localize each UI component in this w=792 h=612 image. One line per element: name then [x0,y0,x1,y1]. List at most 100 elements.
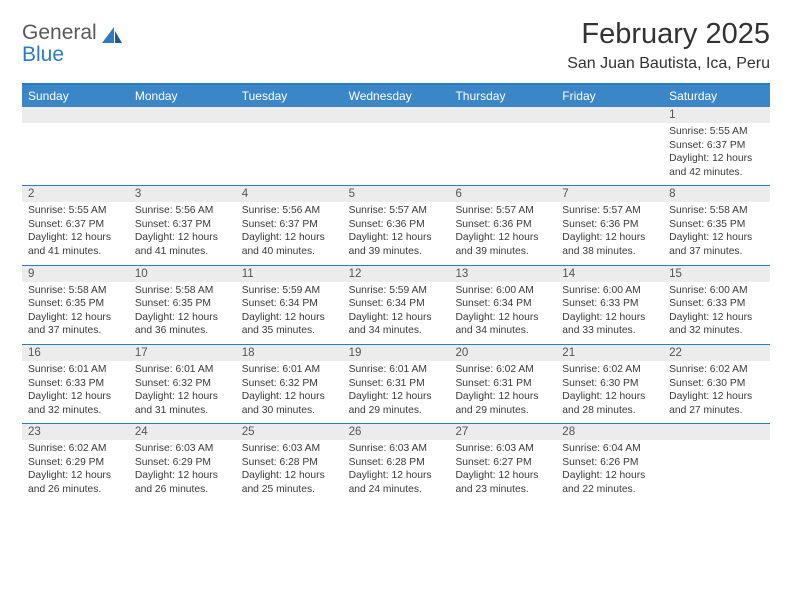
day-detail-line: and 24 minutes. [349,483,444,497]
day-detail-line: Sunrise: 6:01 AM [242,363,337,377]
day-detail-line: and 29 minutes. [349,404,444,418]
day-number [343,107,450,123]
day-detail-line: Sunrise: 5:55 AM [28,204,123,218]
day-body: Sunrise: 5:56 AMSunset: 6:37 PMDaylight:… [129,202,236,264]
day-detail-line: Daylight: 12 hours [349,390,444,404]
day-body [449,123,556,185]
day-detail-line: Daylight: 12 hours [242,390,337,404]
day-detail-line: and 28 minutes. [562,404,657,418]
day-number-row: 2345678 [22,186,770,202]
day-number [129,107,236,123]
day-header: Monday [129,85,236,107]
day-number-row: 1 [22,107,770,123]
day-detail-line [349,139,444,153]
day-number: 20 [449,345,556,361]
day-body: Sunrise: 6:03 AMSunset: 6:27 PMDaylight:… [449,440,556,502]
day-detail-line: Sunset: 6:31 PM [349,377,444,391]
day-detail-line: Sunset: 6:36 PM [455,218,550,232]
day-number: 16 [22,345,129,361]
day-detail-line: Sunset: 6:36 PM [349,218,444,232]
day-detail-line [562,152,657,166]
day-number: 4 [236,186,343,202]
day-body-row: Sunrise: 6:01 AMSunset: 6:33 PMDaylight:… [22,361,770,423]
day-detail-line: Daylight: 12 hours [349,231,444,245]
day-header: Friday [556,85,663,107]
day-body: Sunrise: 6:02 AMSunset: 6:31 PMDaylight:… [449,361,556,423]
day-detail-line: Sunrise: 5:56 AM [135,204,230,218]
day-detail-line: Daylight: 12 hours [28,469,123,483]
day-detail-line: and 37 minutes. [669,245,764,259]
day-body: Sunrise: 6:02 AMSunset: 6:29 PMDaylight:… [22,440,129,502]
day-detail-line: Sunset: 6:29 PM [135,456,230,470]
day-detail-line: Sunset: 6:28 PM [242,456,337,470]
day-detail-line [349,166,444,180]
day-number: 5 [343,186,450,202]
day-header: Thursday [449,85,556,107]
day-detail-line: Sunrise: 5:56 AM [242,204,337,218]
day-header-row: SundayMondayTuesdayWednesdayThursdayFrid… [22,85,770,107]
day-detail-line [135,152,230,166]
day-detail-line: Daylight: 12 hours [242,231,337,245]
day-detail-line [242,125,337,139]
day-body: Sunrise: 5:57 AMSunset: 6:36 PMDaylight:… [556,202,663,264]
day-number: 14 [556,266,663,282]
day-detail-line: Sunrise: 6:04 AM [562,442,657,456]
day-detail-line: and 32 minutes. [28,404,123,418]
day-number: 17 [129,345,236,361]
day-body-row: Sunrise: 5:55 AMSunset: 6:37 PMDaylight:… [22,123,770,185]
day-body: Sunrise: 6:01 AMSunset: 6:31 PMDaylight:… [343,361,450,423]
day-number: 12 [343,266,450,282]
day-body-row: Sunrise: 5:55 AMSunset: 6:37 PMDaylight:… [22,202,770,264]
week-row: 9101112131415Sunrise: 5:58 AMSunset: 6:3… [22,265,770,344]
day-detail-line: Sunrise: 5:59 AM [349,284,444,298]
day-detail-line: Daylight: 12 hours [135,390,230,404]
day-number: 18 [236,345,343,361]
day-detail-line [562,139,657,153]
day-body: Sunrise: 5:57 AMSunset: 6:36 PMDaylight:… [343,202,450,264]
day-detail-line [669,469,764,483]
day-number: 19 [343,345,450,361]
day-detail-line [669,456,764,470]
day-detail-line [28,166,123,180]
week-row: 2345678Sunrise: 5:55 AMSunset: 6:37 PMDa… [22,185,770,264]
day-body [236,123,343,185]
day-number: 15 [663,266,770,282]
day-number: 26 [343,424,450,440]
day-detail-line: and 25 minutes. [242,483,337,497]
day-detail-line: Sunrise: 5:57 AM [562,204,657,218]
page-header: General Blue February 2025 San Juan Baut… [22,18,770,73]
day-number: 1 [663,107,770,123]
day-detail-line [28,139,123,153]
day-detail-line: Daylight: 12 hours [135,469,230,483]
day-number: 28 [556,424,663,440]
day-detail-line [349,152,444,166]
day-detail-line: Daylight: 12 hours [28,311,123,325]
day-body [22,123,129,185]
day-detail-line [135,125,230,139]
day-detail-line: and 38 minutes. [562,245,657,259]
day-detail-line: Daylight: 12 hours [562,231,657,245]
day-detail-line: Sunset: 6:36 PM [562,218,657,232]
day-header: Wednesday [343,85,450,107]
day-detail-line: Sunset: 6:28 PM [349,456,444,470]
day-number [449,107,556,123]
day-detail-line: and 42 minutes. [669,166,764,180]
day-number-row: 232425262728 [22,424,770,440]
day-body-row: Sunrise: 5:58 AMSunset: 6:35 PMDaylight:… [22,282,770,344]
day-detail-line: Daylight: 12 hours [349,469,444,483]
day-body: Sunrise: 6:04 AMSunset: 6:26 PMDaylight:… [556,440,663,502]
day-detail-line: and 41 minutes. [135,245,230,259]
day-detail-line [669,483,764,497]
day-detail-line: and 34 minutes. [455,324,550,338]
day-detail-line: Sunset: 6:33 PM [562,297,657,311]
day-detail-line: and 22 minutes. [562,483,657,497]
day-body: Sunrise: 6:01 AMSunset: 6:33 PMDaylight:… [22,361,129,423]
day-detail-line: Daylight: 12 hours [669,311,764,325]
day-number: 9 [22,266,129,282]
day-detail-line: Sunset: 6:33 PM [669,297,764,311]
day-number: 24 [129,424,236,440]
day-detail-line: and 26 minutes. [28,483,123,497]
day-detail-line: Daylight: 12 hours [455,390,550,404]
day-detail-line: Daylight: 12 hours [669,231,764,245]
day-body [556,123,663,185]
